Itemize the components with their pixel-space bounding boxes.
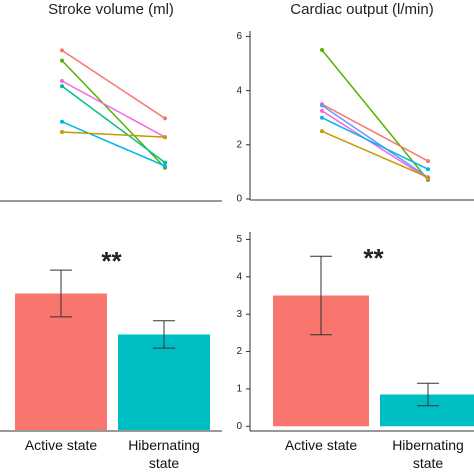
series-line — [321, 110, 429, 180]
point — [426, 167, 430, 172]
y-tick-label: 2 — [236, 346, 242, 357]
point — [60, 79, 64, 83]
point — [320, 115, 324, 120]
point — [320, 129, 324, 134]
series-line — [61, 85, 166, 164]
x-tick-label: Hibernating state — [128, 437, 200, 471]
point — [60, 119, 64, 124]
chart-title: Cardiac output (l/min) — [290, 1, 433, 18]
series-line — [321, 130, 429, 179]
series-line — [61, 80, 166, 138]
y-tick-label: 2 — [236, 139, 242, 150]
series-line — [61, 121, 166, 167]
point — [60, 130, 64, 134]
series-line — [61, 131, 166, 138]
y-tick-label: 5 — [236, 234, 242, 245]
y-tick-label: 0 — [236, 194, 242, 205]
point — [426, 159, 430, 164]
annotation: ** — [363, 243, 384, 273]
point — [60, 48, 64, 53]
point — [60, 58, 64, 63]
point — [60, 84, 64, 89]
bar — [380, 394, 474, 427]
annotation: ** — [101, 246, 122, 276]
series-line — [321, 49, 429, 181]
y-tick-label: 0 — [236, 421, 242, 432]
point — [320, 108, 324, 113]
series-line — [321, 104, 429, 178]
y-tick-label: 3 — [236, 309, 242, 320]
point — [320, 47, 324, 52]
series-line — [321, 117, 429, 170]
y-tick-label: 1 — [236, 384, 242, 395]
chart-title: Stroke volume (ml) — [48, 1, 174, 18]
point — [163, 164, 167, 168]
x-tick-label: Hibernating state — [392, 437, 464, 471]
y-tick-label: 6 — [236, 31, 242, 42]
x-tick-label: Active state — [284, 437, 358, 453]
point — [163, 116, 167, 121]
point — [320, 103, 324, 108]
series-line — [321, 103, 429, 162]
x-tick-label: Active state — [24, 437, 98, 453]
y-tick-label: 4 — [236, 271, 242, 282]
point — [163, 160, 167, 165]
point — [163, 135, 167, 140]
point — [426, 175, 430, 180]
y-tick-label: 4 — [236, 85, 242, 96]
series-line — [61, 49, 166, 120]
bar — [118, 334, 210, 430]
